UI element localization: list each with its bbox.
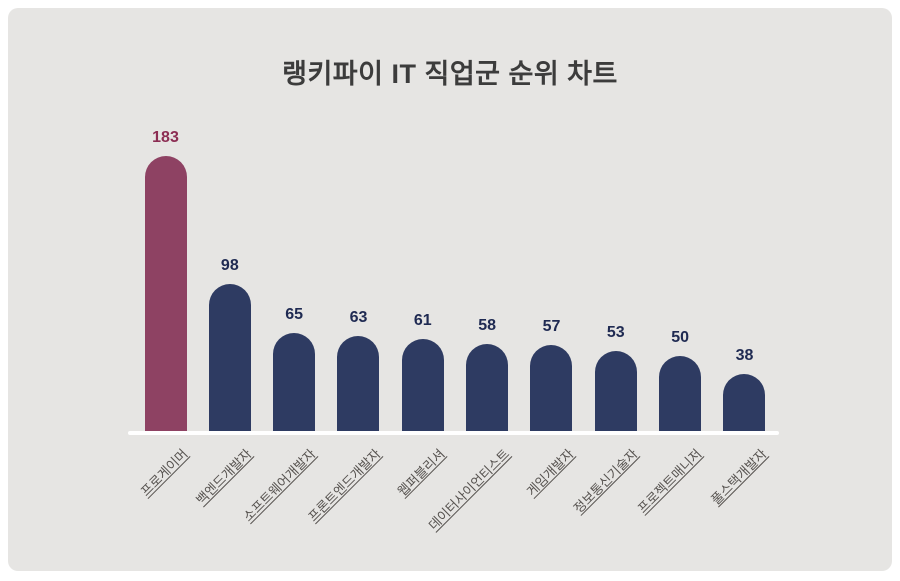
value-label-5: 61 bbox=[413, 312, 432, 329]
bar-1 bbox=[144, 156, 187, 431]
bar-5 bbox=[401, 339, 444, 431]
bar-10 bbox=[723, 374, 766, 431]
bar-8 bbox=[594, 351, 637, 431]
chart-card: 랭키파이 IT 직업군 순위 차트 183 프로게이머 98 백엔드개발자 65 소프트웨… bbox=[8, 8, 892, 571]
bar-6 bbox=[466, 344, 509, 431]
value-label-9: 50 bbox=[671, 329, 690, 346]
x-axis-line bbox=[128, 431, 779, 435]
bar-9 bbox=[659, 356, 702, 431]
category-label-5: 웹퍼블리셔 bbox=[394, 446, 448, 500]
value-label-2: 98 bbox=[220, 257, 239, 274]
bar-7 bbox=[530, 345, 573, 431]
bar-2 bbox=[208, 284, 251, 431]
category-label-1: 프로게이머 bbox=[137, 446, 191, 500]
value-label-3: 65 bbox=[285, 306, 304, 323]
value-label-8: 53 bbox=[606, 324, 625, 341]
value-label-6: 58 bbox=[478, 317, 497, 334]
value-label-7: 57 bbox=[542, 318, 561, 335]
chart-title: 랭키파이 IT 직업군 순위 차트 bbox=[282, 59, 618, 89]
category-label-7: 게임개발자 bbox=[523, 446, 577, 500]
category-label-2: 백엔드개발자 bbox=[193, 446, 255, 508]
plot-area: 183 프로게이머 98 백엔드개발자 65 소프트웨어개발자 63 프론트엔드개발자 61 웹퍼… bbox=[8, 8, 892, 571]
value-label-1: 183 bbox=[152, 129, 179, 146]
bar-3 bbox=[273, 333, 316, 431]
bar-4 bbox=[337, 336, 380, 431]
value-label-4: 63 bbox=[349, 309, 368, 326]
category-label-9: 프로젝트매니저 bbox=[635, 446, 705, 516]
value-label-10: 38 bbox=[735, 347, 754, 364]
category-label-10: 풀스택개발자 bbox=[707, 446, 770, 508]
category-label-8: 정보통신기술자 bbox=[570, 446, 641, 516]
